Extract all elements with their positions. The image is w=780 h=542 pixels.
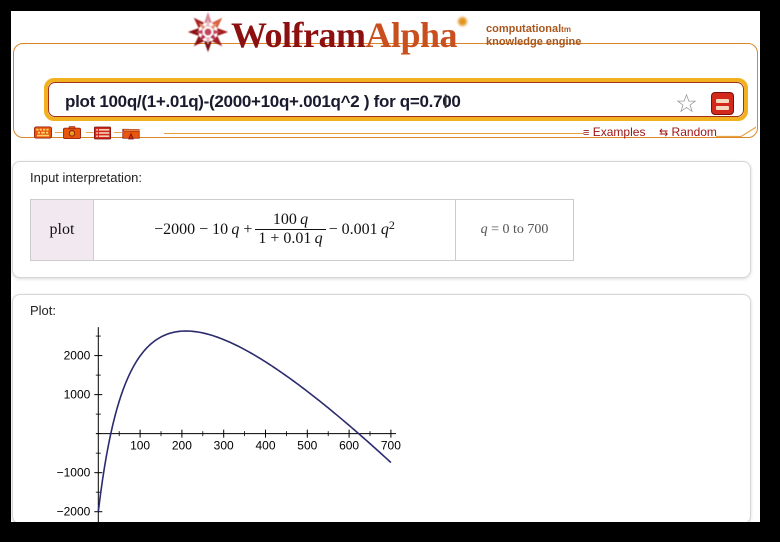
svg-text:300: 300 xyxy=(214,439,234,453)
svg-text:−2000: −2000 xyxy=(57,505,91,519)
svg-text:200: 200 xyxy=(172,439,192,453)
svg-text:−1000: −1000 xyxy=(57,466,91,480)
svg-text:700: 700 xyxy=(381,439,401,453)
svg-text:400: 400 xyxy=(255,439,275,453)
svg-text:2000: 2000 xyxy=(64,349,91,363)
svg-text:500: 500 xyxy=(297,439,317,453)
svg-text:100: 100 xyxy=(130,439,150,453)
svg-text:1000: 1000 xyxy=(64,388,91,402)
svg-text:600: 600 xyxy=(339,439,359,453)
